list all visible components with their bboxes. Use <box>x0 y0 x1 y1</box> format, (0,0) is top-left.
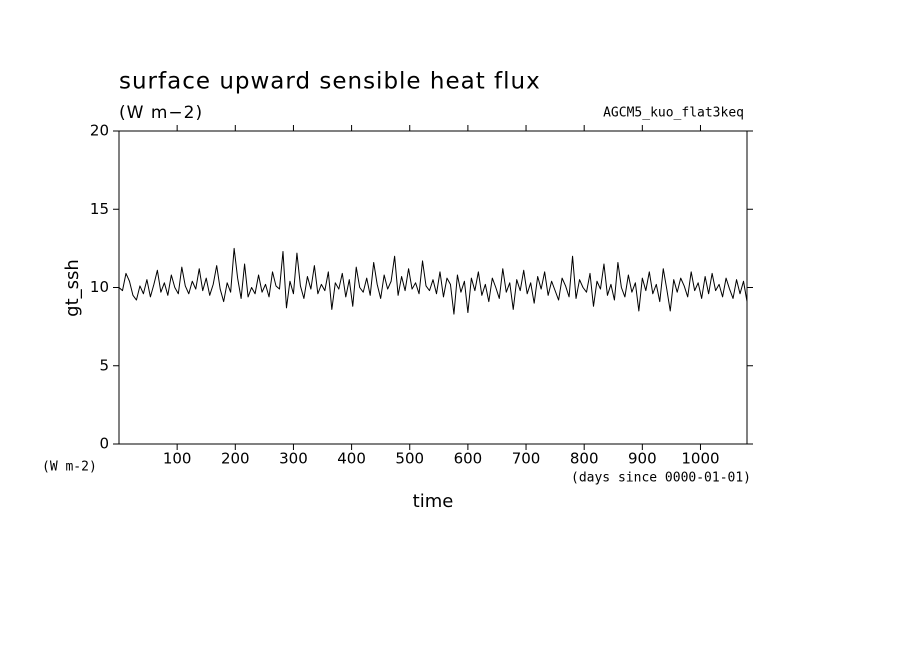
x-tick-label: 600 <box>454 450 483 468</box>
run-label: AGCM5_kuo_flat3keq <box>603 106 744 121</box>
y-axis-label: gt_ssh <box>62 259 83 317</box>
y-tick-label: 0 <box>99 435 109 453</box>
y-tick-label: 15 <box>90 200 109 218</box>
x-tick-label: 300 <box>279 450 308 468</box>
x-tick-label: 700 <box>512 450 541 468</box>
chart-title: surface upward sensible heat flux <box>119 69 541 95</box>
x-tick-label: 200 <box>221 450 250 468</box>
x-tick-label: 100 <box>163 450 192 468</box>
x-tick-label: 400 <box>337 450 366 468</box>
x-axis-label: time <box>413 491 454 512</box>
chart-subtitle: (W m−2) <box>119 103 203 123</box>
y-tick-label: 10 <box>90 278 109 296</box>
plot-frame <box>118 130 748 445</box>
x-tick-label: 900 <box>628 450 657 468</box>
x-unit-label: (days since 0000-01-01) <box>571 471 751 486</box>
x-tick-label: 800 <box>570 450 599 468</box>
data-line <box>118 247 748 315</box>
x-tick-label: 1000 <box>681 450 719 468</box>
y-tick-label: 5 <box>99 356 109 374</box>
y-unit-label: (W m-2) <box>42 460 97 475</box>
x-tick-label: 500 <box>395 450 424 468</box>
y-tick-label: 20 <box>90 122 109 140</box>
